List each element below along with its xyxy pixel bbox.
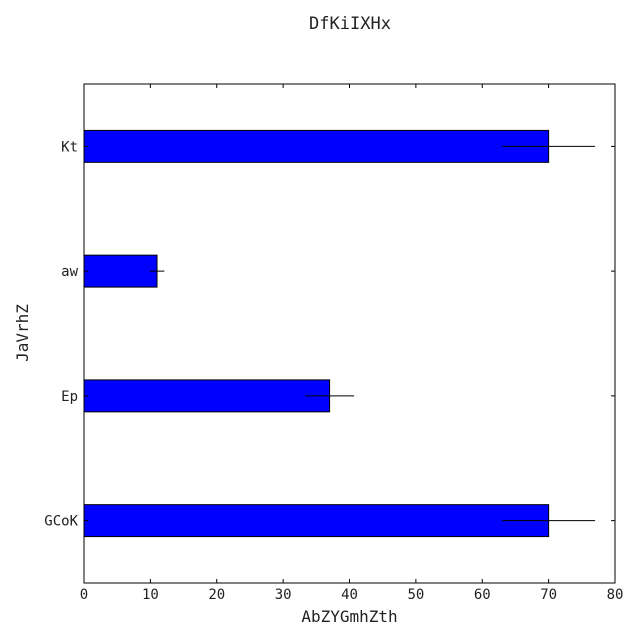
x-tick-label-40: 40 [341, 587, 358, 603]
x-tick-label-60: 60 [474, 587, 491, 603]
chart-title: DfKiIXHx [309, 14, 391, 34]
x-axis-label: AbZYGmhZth [301, 607, 397, 626]
bar-aw [83, 254, 158, 288]
y-tick-label-kt: Kt [61, 139, 78, 155]
x-tick-label-10: 10 [142, 587, 159, 603]
y-tick-label-gcok: GCoK [44, 514, 78, 530]
x-axis-ticks: 0 10 20 30 40 50 60 70 80 [80, 84, 624, 603]
y-axis-ticks: GCoK Ep aw Kt [44, 139, 615, 530]
x-tick-label-50: 50 [407, 587, 424, 603]
x-tick-label-0: 0 [80, 587, 88, 603]
x-tick-label-80: 80 [607, 587, 624, 603]
x-tick-label-20: 20 [208, 587, 225, 603]
y-tick-label-aw: aw [61, 264, 78, 280]
bar-kt [83, 129, 550, 163]
bars-layer [83, 129, 550, 538]
x-tick-label-70: 70 [540, 587, 557, 603]
y-axis-label: JaVrhZ [13, 304, 32, 362]
y-tick-label-ep: Ep [61, 389, 78, 405]
bar-gcok [83, 504, 550, 538]
error-bars-layer [149, 145, 596, 522]
x-tick-label-30: 30 [275, 587, 292, 603]
bar-ep [83, 379, 331, 413]
